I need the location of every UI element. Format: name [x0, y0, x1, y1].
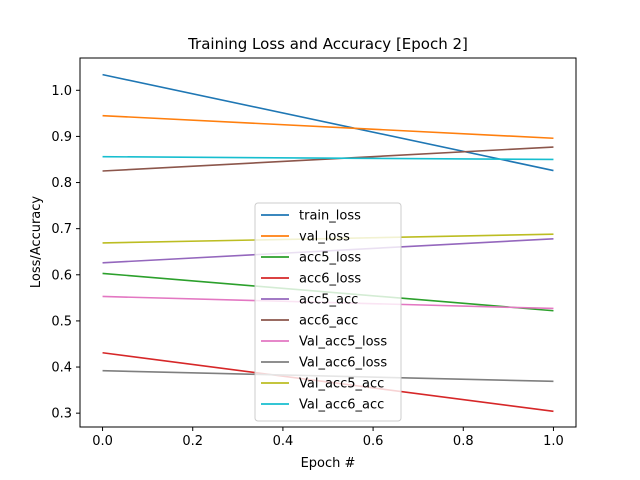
- y-tick-label: 0.7: [51, 222, 72, 237]
- y-tick-label: 0.9: [51, 130, 72, 145]
- y-tick-label: 0.4: [51, 361, 72, 376]
- plot-frame: [79, 57, 577, 428]
- legend-label: acc5_loss: [299, 251, 361, 266]
- x-tick-label: 0.6: [363, 434, 384, 449]
- legend-label: Val_acc6_loss: [299, 356, 387, 371]
- series-line-val-acc6-acc: [102, 155, 554, 161]
- legend-label: Val_acc6_acc: [299, 398, 384, 413]
- legend-label: Val_acc5_loss: [299, 335, 387, 350]
- series-line-val-loss: [102, 114, 554, 140]
- legend-label: acc6_acc: [299, 314, 358, 329]
- y-axis-label: Loss/Accuracy: [29, 196, 44, 289]
- y-tick-label: 0.3: [51, 407, 72, 422]
- x-tick-label: 0.4: [273, 434, 294, 449]
- legend-label: Val_acc5_acc: [299, 377, 384, 392]
- x-tick-label: 0.0: [92, 434, 113, 449]
- chart-title: Training Loss and Accuracy [Epoch 2]: [187, 35, 468, 53]
- y-tick-label: 0.5: [51, 314, 72, 329]
- y-tick-label: 1.0: [51, 84, 72, 99]
- x-axis-label: Epoch #: [301, 456, 356, 471]
- legend-label: train_loss: [299, 209, 361, 224]
- y-tick-label: 0.8: [51, 176, 72, 191]
- legend: train_loss val_loss acc5_loss acc6_loss acc5…: [254, 202, 402, 422]
- legend-box: [254, 202, 402, 422]
- legend-label: val_loss: [299, 230, 350, 245]
- x-axis-ticks: 0.0 0.2 0.4 0.6 0.8 1.0: [92, 427, 564, 449]
- x-tick-label: 1.0: [543, 434, 564, 449]
- x-tick-label: 0.8: [453, 434, 474, 449]
- series-line-train-loss: [102, 73, 554, 172]
- legend-label: acc6_loss: [299, 272, 361, 287]
- y-axis-ticks: 0.3 0.4 0.5 0.6 0.7 0.8 0.9 1.0: [51, 84, 80, 422]
- x-tick-label: 0.2: [182, 434, 203, 449]
- series-line-acc6-acc: [102, 146, 554, 172]
- legend-label: acc5_acc: [299, 293, 358, 308]
- y-tick-label: 0.6: [51, 268, 72, 283]
